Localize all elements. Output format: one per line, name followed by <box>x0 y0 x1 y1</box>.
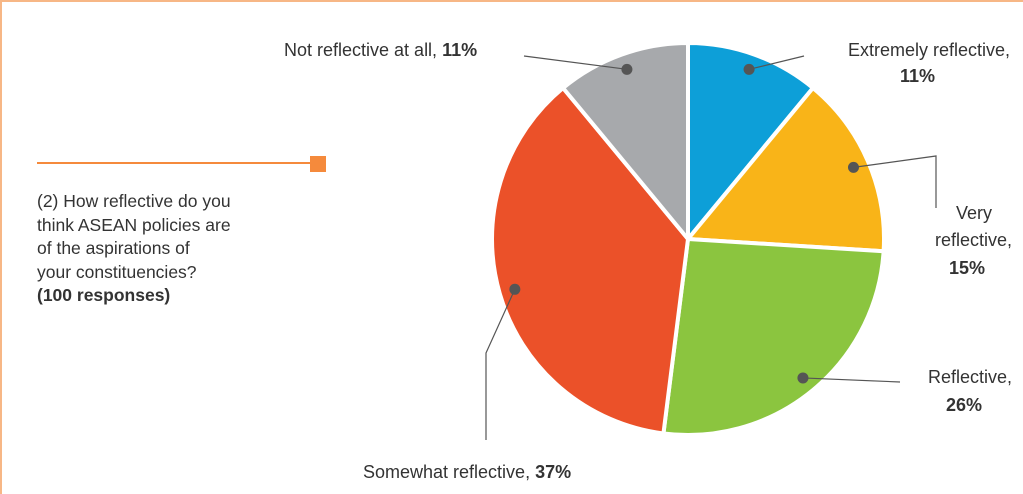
leader-dot <box>509 283 521 295</box>
label-reflective: Reflective, <box>928 367 1012 387</box>
question-line: of the aspirations of <box>37 238 190 258</box>
pie-slice-somewhat-reflective <box>490 85 690 436</box>
leader-lines <box>485 55 937 440</box>
survey-question: (2) How reflective do you think ASEAN po… <box>37 190 317 308</box>
pie-slice-not-reflective-at-all <box>561 41 690 241</box>
question-line: (2) How reflective do you <box>37 191 231 211</box>
leader-line <box>485 289 516 440</box>
response-count: (100 responses) <box>37 285 171 305</box>
question-line: your constituencies? <box>37 261 197 282</box>
pct-reflective: 26% <box>946 395 982 415</box>
label-very-reflective-line1: Very <box>956 203 992 223</box>
pct-extremely-reflective: 11% <box>900 66 935 86</box>
pie-slice-reflective <box>661 237 886 437</box>
leader-line <box>523 55 627 70</box>
label-not-reflective-at-all: Not reflective at all, 11% <box>284 40 477 60</box>
label-very-reflective-line2: reflective, <box>935 230 1012 250</box>
leader-dot <box>797 372 809 384</box>
question-line: think ASEAN policies are <box>37 214 231 235</box>
leader-line <box>802 377 901 383</box>
pie-slices <box>490 41 886 437</box>
accent-line <box>37 162 315 164</box>
accent-square <box>310 156 326 172</box>
label-somewhat-reflective: Somewhat reflective, 37% <box>363 462 571 482</box>
leader-line <box>748 55 805 70</box>
pie-slice-very-reflective <box>686 85 886 254</box>
leader-line <box>853 155 937 208</box>
leader-dot <box>847 161 859 173</box>
pie-slice-extremely-reflective <box>686 41 815 241</box>
pct-very-reflective: 15% <box>949 258 985 278</box>
leader-dot <box>743 63 755 75</box>
leader-dot <box>621 63 633 75</box>
label-extremely-reflective: Extremely reflective, <box>848 40 1010 60</box>
